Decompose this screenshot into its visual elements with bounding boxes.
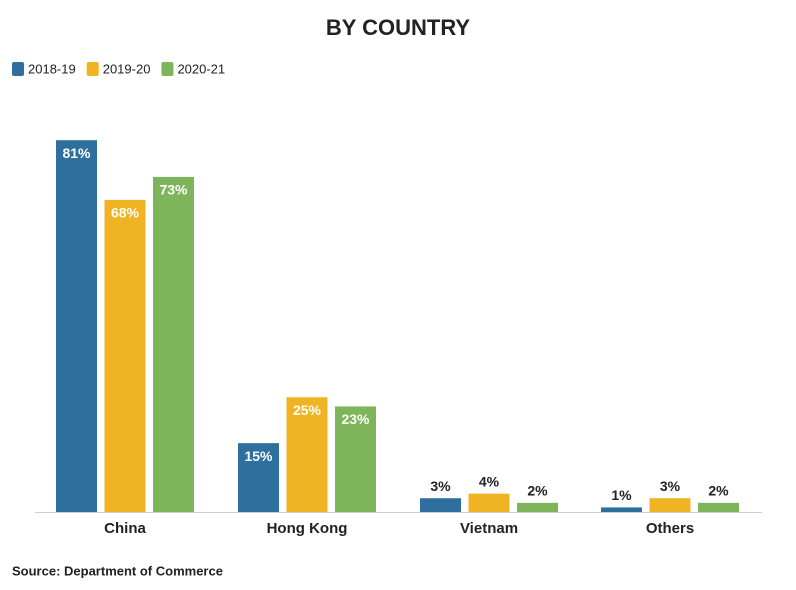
bar [104,199,146,512]
bar [56,140,97,512]
bar [420,498,461,512]
legend-label: 2018-19 [28,61,76,76]
legend-label: 2019-20 [103,61,151,76]
bar [468,493,510,512]
value-label: 4% [479,473,500,489]
value-label: 3% [430,478,451,494]
bar [698,502,739,512]
value-label: 68% [111,205,140,221]
bar [517,502,558,512]
value-label: 1% [611,487,632,503]
source: Source: Department of Commerce [12,563,223,578]
chart-title: BY COUNTRY [326,15,471,40]
bar [238,443,279,512]
bar [153,176,194,512]
legend-swatch [161,62,174,76]
x-tick-label: Vietnam [460,520,518,537]
bar [601,507,642,512]
legend-label: 2020-21 [177,61,225,76]
value-label: 73% [159,182,188,198]
value-label: 3% [660,478,681,494]
value-label: 2% [708,483,729,499]
x-tick-label: China [104,520,146,537]
value-label: 23% [341,411,370,427]
bar [286,397,328,512]
value-label: 81% [62,145,91,161]
legend-swatch [12,62,24,76]
x-tick-label: Others [646,520,694,537]
value-label: 15% [244,448,273,464]
legend-swatch [86,62,99,76]
x-tick-label: Hong Kong [267,520,348,537]
bar [649,498,691,512]
bar [335,406,376,512]
value-label: 2% [527,483,548,499]
value-label: 25% [293,402,322,418]
